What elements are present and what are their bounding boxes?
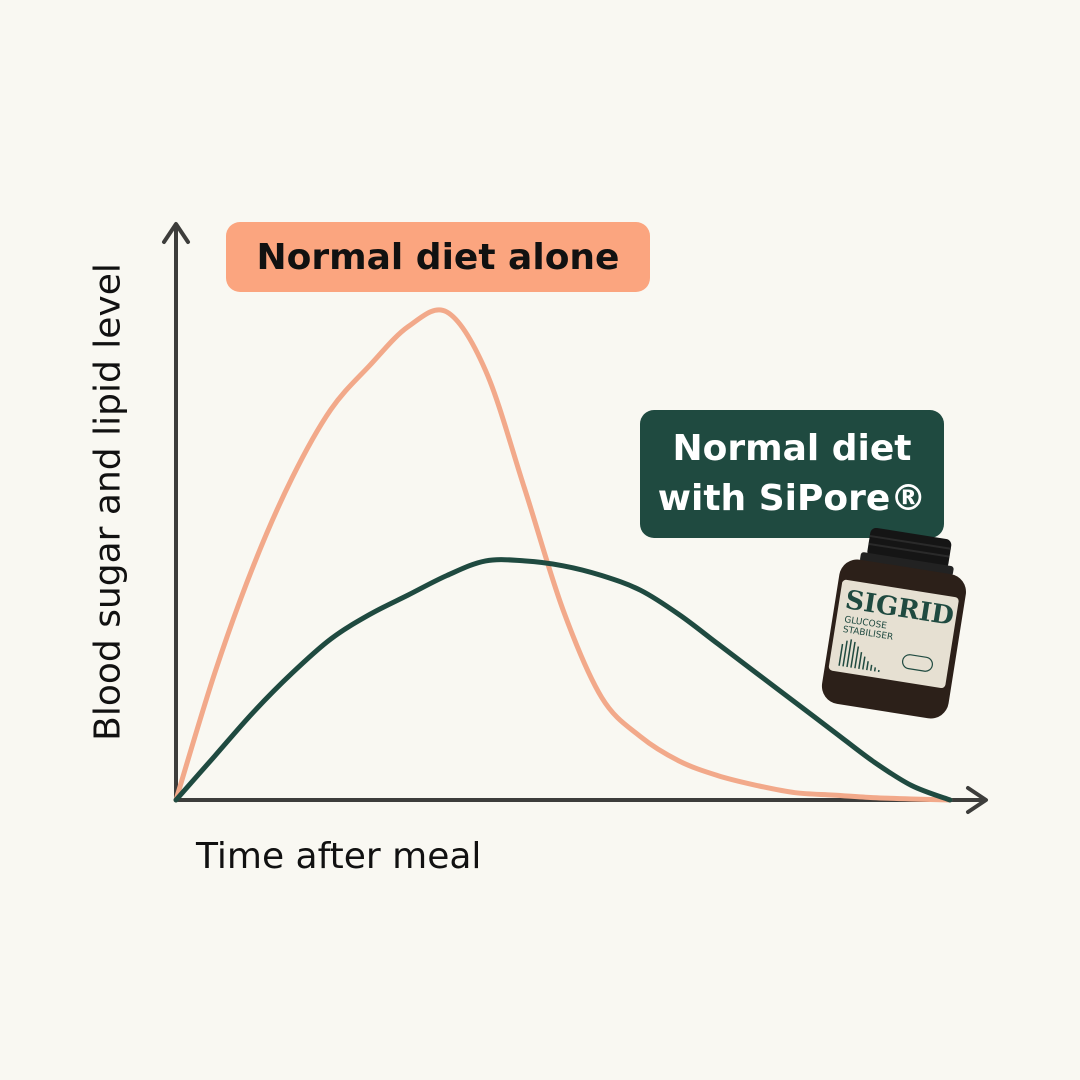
series-label-normal-diet-with-sipore: Normal diet with SiPore® [640, 410, 944, 538]
y-axis-arrow [162, 222, 190, 244]
chart-axes [162, 222, 988, 814]
supplement-bottle-icon: SIGRID GLUCOSE STABILISER [821, 528, 966, 719]
series-line-normal-diet-with-sipore [173, 557, 953, 803]
series-label-normal-diet-alone: Normal diet alone [226, 222, 650, 292]
x-axis-arrow [966, 786, 988, 814]
series-line-normal-diet-alone [173, 307, 953, 803]
series-layer [173, 307, 953, 803]
y-axis-label: Blood sugar and lipid level [87, 263, 129, 741]
x-axis-label: Time after meal [196, 836, 482, 877]
